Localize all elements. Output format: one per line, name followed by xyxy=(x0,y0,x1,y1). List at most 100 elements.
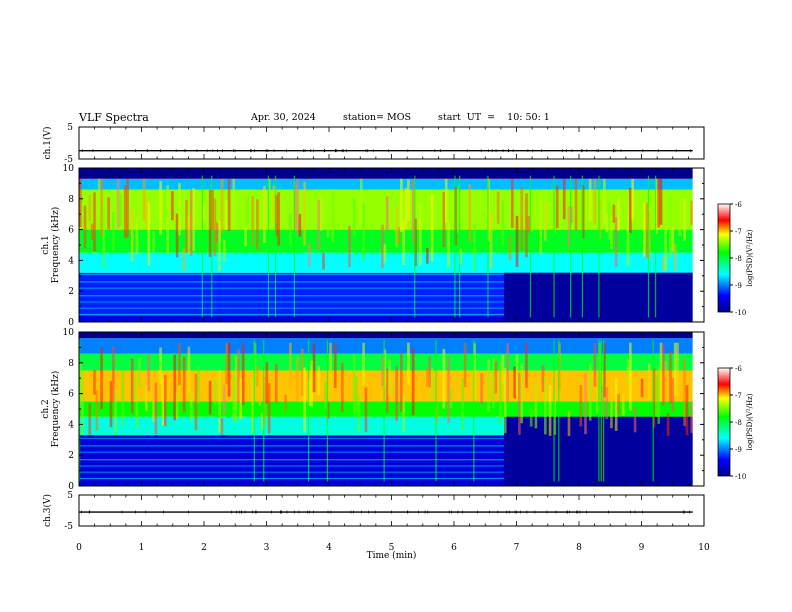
ch1-texture xyxy=(175,213,179,258)
ch2-texture xyxy=(109,381,113,428)
station-label: station= MOS xyxy=(343,112,412,123)
ch2-texture xyxy=(520,362,524,424)
ch2-texture xyxy=(100,348,103,410)
ch1-texture xyxy=(574,178,578,231)
ch2-texture xyxy=(525,342,528,388)
ch1-texture xyxy=(395,206,398,247)
ch1-texture xyxy=(671,227,675,252)
ch2-ytick-label: 6 xyxy=(68,390,74,400)
ch1-sferic xyxy=(293,175,296,318)
ch2-texture xyxy=(633,406,637,433)
ch2-texture xyxy=(95,390,99,431)
ch2-texture xyxy=(388,359,391,395)
ch1-sferic xyxy=(598,175,600,318)
ch1-texture xyxy=(213,198,217,257)
ch2-texture xyxy=(657,366,661,424)
ch2-texture xyxy=(685,385,689,436)
ch2-texture xyxy=(383,349,387,389)
ch3-wave-ytick-label: -5 xyxy=(64,522,73,532)
ch2-texture xyxy=(173,354,177,421)
ch1-texture xyxy=(617,197,620,231)
ch2-texture xyxy=(603,342,606,398)
ch1-texture xyxy=(603,178,606,224)
ch2-texture xyxy=(324,381,328,410)
ch1-texture xyxy=(643,202,646,257)
ch1-wave-ylabel: ch.1(V) xyxy=(42,127,53,160)
ch1-texture xyxy=(662,256,665,273)
date-label: Apr. 30, 2024 xyxy=(251,112,316,123)
ch2-texture xyxy=(673,342,677,396)
ch1-texture xyxy=(145,196,148,230)
x-tick-label: 10 xyxy=(698,543,710,553)
ch1-sferic xyxy=(570,175,572,318)
ch1-colorbar-tick-label: -10 xyxy=(735,309,746,317)
ch1-texture xyxy=(220,178,224,234)
ch2-texture xyxy=(234,355,238,422)
ch2-texture xyxy=(662,345,665,406)
ch2-texture xyxy=(138,357,141,388)
ch2-texture xyxy=(400,352,403,412)
ch2-texture xyxy=(534,383,538,429)
ch1-texture xyxy=(152,231,155,252)
ch1-texture xyxy=(612,204,616,223)
ch2-texture xyxy=(629,342,632,411)
ch1-texture xyxy=(659,178,663,225)
ch2-texture xyxy=(669,351,672,404)
ch1-sferic xyxy=(414,175,416,318)
ch1-texture xyxy=(385,196,389,231)
ch2-texture xyxy=(81,370,85,435)
ch1-sferic xyxy=(487,175,489,318)
ch2-spectrogram-image xyxy=(79,332,704,486)
ch1-texture xyxy=(100,178,103,237)
ch1-texture xyxy=(487,178,491,242)
ch1-sferic xyxy=(201,175,203,318)
ch2-ytick-label: 0 xyxy=(68,482,74,492)
ch2-texture xyxy=(218,369,221,433)
ch1-texture xyxy=(570,206,573,223)
ch2-texture xyxy=(197,366,200,404)
ch1-texture xyxy=(510,178,514,228)
ch1-texture xyxy=(289,213,292,247)
ch1-texture xyxy=(496,191,500,224)
ch2-ylabel-channel: ch.2 xyxy=(41,399,51,418)
ch1-texture xyxy=(189,190,193,256)
ch2-texture xyxy=(461,378,465,430)
ch2-texture xyxy=(225,342,229,385)
ch1-sferic xyxy=(274,175,277,318)
ch2-ytick-label: 10 xyxy=(63,328,75,338)
ch2-texture xyxy=(220,418,224,436)
ch1-texture xyxy=(126,178,129,238)
ch2-texture xyxy=(357,396,361,433)
ch2-texture xyxy=(369,380,373,400)
ch1-colorbar-tick-label: -9 xyxy=(735,282,742,290)
ch1-texture xyxy=(208,189,212,257)
ch2-texture xyxy=(395,366,398,421)
ch2-colorbar-tick-label: -6 xyxy=(735,365,742,373)
ch2-texture xyxy=(258,369,262,406)
ch2-texture xyxy=(329,342,332,393)
ch1-texture xyxy=(102,202,106,269)
ch2-texture xyxy=(114,390,118,435)
x-tick-label: 0 xyxy=(76,543,82,553)
ch2-texture xyxy=(614,378,618,431)
ch2-texture xyxy=(152,398,155,422)
ch1-texture xyxy=(444,178,448,223)
ch1-texture xyxy=(555,185,559,229)
ch2-texture xyxy=(506,342,509,402)
ch2-texture xyxy=(529,408,533,427)
ch2-texture xyxy=(341,362,344,413)
ch2-texture xyxy=(617,394,620,415)
ch1-texture xyxy=(654,178,658,235)
ch2-texture xyxy=(333,342,337,389)
ch3-wave-ytick-label: 5 xyxy=(67,491,73,501)
ch1-texture xyxy=(147,202,151,266)
ch1-texture xyxy=(544,202,547,241)
ch2-texture xyxy=(664,360,668,397)
ch2-texture xyxy=(513,366,517,399)
ch1-texture xyxy=(256,199,259,250)
ch2-sferic xyxy=(263,339,265,482)
ch1-texture xyxy=(123,185,127,238)
ch2-texture xyxy=(289,342,292,388)
ch1-texture xyxy=(263,185,266,243)
ch2-texture xyxy=(541,364,545,392)
